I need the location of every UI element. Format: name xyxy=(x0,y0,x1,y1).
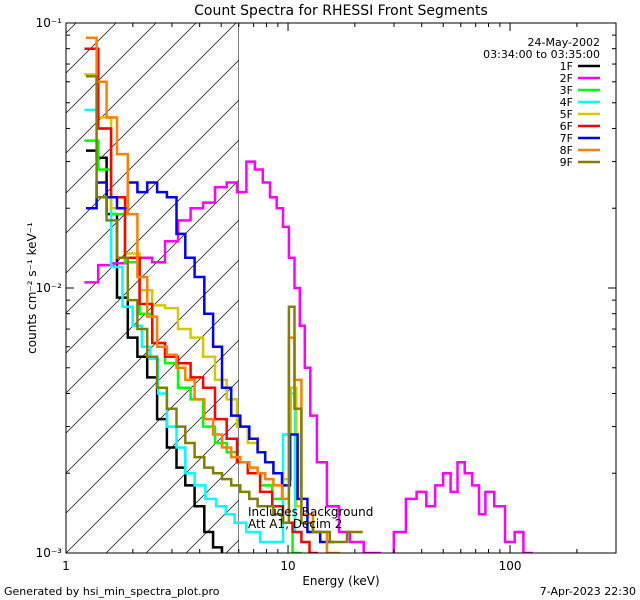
y-axis-label: counts cm⁻² s⁻¹ keV⁻¹ xyxy=(25,222,39,354)
hatch-line xyxy=(66,23,157,114)
date-label: 24-May-2002 xyxy=(528,36,600,49)
legend-label-3F: 3F xyxy=(560,84,573,97)
plot-frame xyxy=(65,22,617,554)
series-2F xyxy=(84,160,533,553)
hatch-line xyxy=(66,23,237,194)
hatch-line xyxy=(66,23,117,74)
axes: 1 10 100 10⁻³ 10⁻² 10⁻¹ xyxy=(36,16,617,573)
series-1F xyxy=(86,149,224,553)
legend-label-9F: 9F xyxy=(560,156,573,169)
hatch-line xyxy=(66,339,239,514)
x-tick-label: 10 xyxy=(280,559,295,573)
hatch-line xyxy=(66,259,239,434)
x-tick-label: 1 xyxy=(62,559,70,573)
legend-label-7F: 7F xyxy=(560,132,573,145)
x-axis-label: Energy (keV) xyxy=(302,574,379,588)
series-9F xyxy=(86,74,363,544)
hatch-line xyxy=(66,179,239,354)
hatch-line xyxy=(66,59,239,234)
y-tick-label: 10⁻² xyxy=(36,281,63,295)
hatch-line xyxy=(66,139,239,314)
legend-label-6F: 6F xyxy=(560,120,573,133)
hatch-line xyxy=(105,419,239,553)
series-7F xyxy=(86,181,334,544)
y-tick-label: 10⁻¹ xyxy=(36,16,63,30)
excluded-energy-hatch xyxy=(66,0,640,553)
footer-generated-by: Generated by hsi_min_spectra_plot.pro xyxy=(4,585,220,598)
annotation-line-2: Att A1, Decim 2 xyxy=(248,517,342,531)
legend-label-1F: 1F xyxy=(560,60,573,73)
hatch-line xyxy=(66,23,77,34)
chart-title: Count Spectra for RHESSI Front Segments xyxy=(194,3,488,19)
legend-label-8F: 8F xyxy=(560,144,573,157)
hatch-line xyxy=(66,219,239,394)
hatch-line xyxy=(66,299,239,474)
legend-label-5F: 5F xyxy=(560,108,573,121)
hatch-line xyxy=(66,379,239,553)
x-tick-label: 100 xyxy=(499,559,522,573)
time-range-label: 03:34:00 to 03:35:00 xyxy=(483,48,600,61)
hatch-line xyxy=(66,23,197,154)
annotation-line-1: Includes Background xyxy=(248,505,373,519)
legend-label-2F: 2F xyxy=(560,72,573,85)
hatch-line xyxy=(266,0,640,553)
series-4F xyxy=(84,108,300,544)
legend-label-4F: 4F xyxy=(560,96,573,109)
y-tick-label: 10⁻³ xyxy=(36,546,63,560)
footer-timestamp: 7-Apr-2023 22:30 xyxy=(539,585,636,598)
series-layer xyxy=(84,36,533,553)
